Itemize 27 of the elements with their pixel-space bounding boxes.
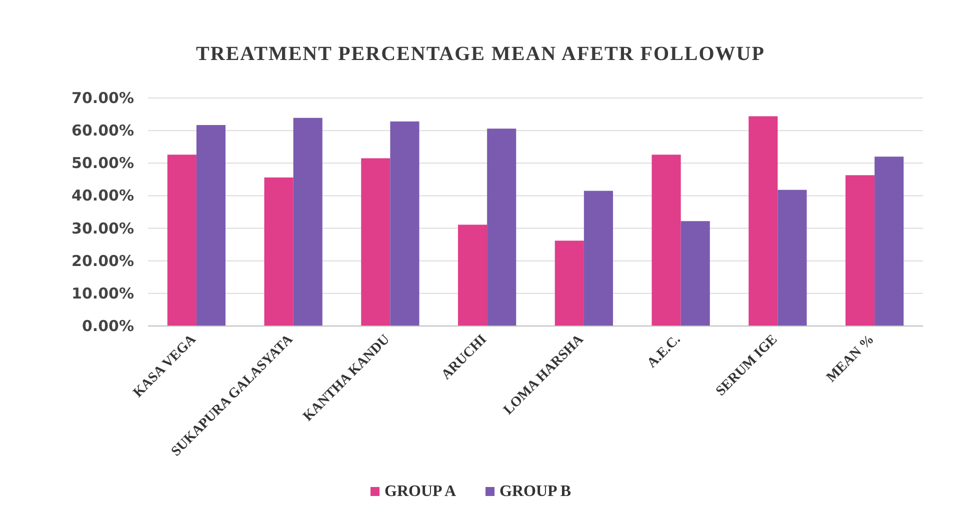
bar: [293, 118, 322, 326]
bar: [458, 224, 488, 326]
y-tick-label: 0.00%: [82, 317, 134, 335]
bar: [264, 177, 294, 326]
bar: [846, 175, 875, 326]
y-tick-label: 30.00%: [72, 219, 134, 238]
bar: [680, 221, 710, 326]
bar: [652, 154, 681, 326]
y-tick-label: 20.00%: [72, 252, 134, 270]
y-tick-label: 50.00%: [72, 154, 134, 172]
bar: [778, 190, 807, 326]
y-tick-label: 10.00%: [72, 284, 134, 302]
bar: [874, 156, 904, 326]
bar: [167, 154, 196, 326]
bar: [584, 190, 613, 326]
bar: [196, 125, 226, 326]
bar: [361, 158, 390, 326]
bar: [487, 128, 516, 326]
chart-title: TREATMENT PERCENTAGE MEAN AFETR FOLLOWUP: [196, 43, 765, 65]
legend-label: GROUP A: [384, 483, 457, 500]
legend-label: GROUP B: [500, 483, 572, 500]
bar: [390, 121, 420, 326]
y-tick-label: 70.00%: [72, 89, 134, 107]
bar: [554, 240, 584, 326]
y-tick-label: 40.00%: [72, 186, 134, 205]
bar: [748, 116, 778, 326]
y-tick-label: 60.00%: [72, 122, 134, 140]
